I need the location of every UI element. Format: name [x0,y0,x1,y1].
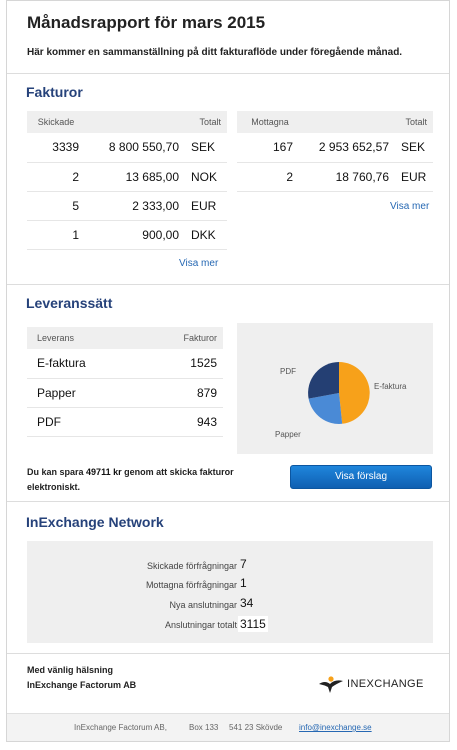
footer-company: InExchange Factorum AB, [74,723,167,732]
pie-label-efaktura: E-faktura [374,382,407,391]
stat-label: Nya anslutningar [169,600,237,610]
table-row: E-faktura 1525 [27,349,223,379]
logo-figure-icon [319,676,343,693]
table-row: 167 2 953 652,57 SEK [237,133,433,163]
sent-count: 3339 [27,133,85,163]
stat-label: Mottagna förfrågningar [145,580,237,590]
stat-value: 34 [240,596,254,610]
sent-currency: NOK [185,162,227,192]
stat-value: 7 [240,557,247,571]
sent-show-more-link[interactable]: Visa mer [179,258,219,269]
sent-amount: 2 333,00 [85,191,185,221]
stat-row: Anslutningar totalt 3115 [27,615,433,633]
stat-value: 3115 [238,616,268,632]
table-row: 3339 8 800 550,70 SEK [27,133,227,163]
delivery-heading: Leveranssätt [26,295,113,311]
col-delivery: Leverans [27,327,145,349]
signature: Med vänlig hälsning InExchange Factorum … [27,663,136,693]
saving-text: Du kan spara 49711 kr genom att skicka f… [27,465,242,495]
stat-row: Skickade förfrågningar 7 [27,556,433,574]
received-invoices-table: Mottagna Totalt 167 2 953 652,57 SEK 2 1… [237,111,433,192]
sent-invoices-table: Skickade Totalt 3339 8 800 550,70 SEK 2 … [27,111,227,250]
delivery-method: PDF [27,407,145,437]
col-invoices: Fakturor [144,327,223,349]
sent-currency: SEK [185,133,227,163]
sent-count: 5 [27,191,85,221]
footer-city: 541 23 Skövde [229,723,283,732]
delivery-count: 1525 [144,349,223,379]
network-heading: InExchange Network [26,514,164,530]
saving-amount: 49711 kr [86,467,122,477]
sent-amount: 13 685,00 [85,162,185,192]
table-row: 2 13 685,00 NOK [27,162,227,192]
section-divider [7,653,449,654]
section-divider [7,501,449,502]
received-count: 2 [237,162,303,192]
received-show-more-link[interactable]: Visa mer [390,201,430,212]
delivery-pie-chart: PDF E-faktura Papper [237,323,433,454]
show-suggestion-button[interactable]: Visa förslag [290,465,432,489]
saving-suffix: genom att skicka fakturor elektroniskt. [27,467,234,492]
footer-email-link[interactable]: info@inexchange.se [299,723,372,732]
stat-label: Anslutningar totalt [164,620,237,630]
received-count: 167 [237,133,303,163]
pie-slice-efaktura [339,362,370,424]
network-stats: Skickade förfrågningar 7 Mottagna förfrå… [27,541,433,643]
delivery-count: 943 [144,407,223,437]
section-divider [7,73,449,74]
table-row: 5 2 333,00 EUR [27,191,227,221]
pie-label-papper: Papper [275,430,301,439]
stat-label: Skickade förfrågningar [146,561,237,571]
page-title: Månadsrapport för mars 2015 [27,13,266,32]
table-row: 1 900,00 DKK [27,220,227,250]
delivery-method: E-faktura [27,349,145,379]
pie-svg [308,362,370,424]
delivery-method: Papper [27,378,145,408]
sent-amount: 900,00 [85,220,185,250]
footer: InExchange Factorum AB, Box 133 541 23 S… [7,713,449,741]
stat-row: Nya anslutningar 34 [27,595,433,613]
delivery-table: Leverans Fakturor E-faktura 1525 Papper … [27,327,223,437]
saving-prefix: Du kan spara [27,467,84,477]
logo-text: INEXCHANGE [347,678,424,690]
col-received: Mottagna [237,111,303,133]
sent-count: 2 [27,162,85,192]
col-total: Totalt [303,111,433,133]
received-amount: 18 760,76 [303,162,395,192]
inexchange-logo: INEXCHANGE [315,675,439,695]
received-amount: 2 953 652,57 [303,133,395,163]
invoices-heading: Fakturor [26,84,83,100]
pie-slice-pdf [308,362,339,399]
col-sent: Skickade [27,111,85,133]
report-card: Månadsrapport för mars 2015 Här kommer e… [6,0,450,742]
intro-text: Här kommer en sammanställning på ditt fa… [27,47,403,58]
received-currency: SEK [395,133,433,163]
signature-greeting: Med vänlig hälsning [27,665,114,675]
footer-box: Box 133 [189,723,219,732]
section-divider [7,284,449,285]
col-total: Totalt [85,111,227,133]
received-currency: EUR [395,162,433,192]
table-row: PDF 943 [27,407,223,437]
sent-amount: 8 800 550,70 [85,133,185,163]
table-row: 2 18 760,76 EUR [237,162,433,192]
sent-currency: EUR [185,191,227,221]
delivery-count: 879 [144,378,223,408]
sent-count: 1 [27,220,85,250]
sent-currency: DKK [185,220,227,250]
signature-company: InExchange Factorum AB [27,680,137,690]
table-row: Papper 879 [27,378,223,408]
pie-slice-papper [308,393,343,424]
stat-row: Mottagna förfrågningar 1 [27,575,433,593]
pie-label-pdf: PDF [280,367,296,376]
stat-value: 1 [240,576,247,590]
